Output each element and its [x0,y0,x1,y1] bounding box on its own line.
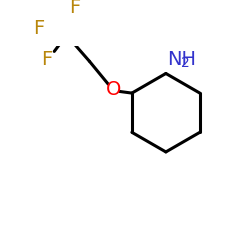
Text: O: O [106,80,122,99]
Text: 2: 2 [182,56,190,70]
Text: F: F [69,0,80,17]
Text: F: F [41,50,52,69]
Text: F: F [33,19,44,38]
Text: NH: NH [167,50,196,68]
